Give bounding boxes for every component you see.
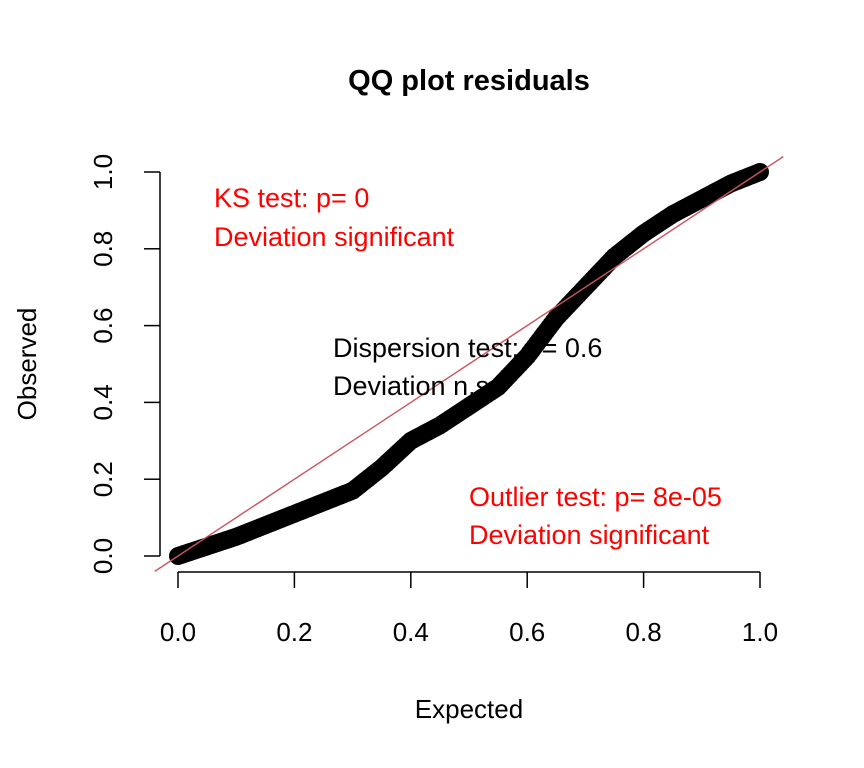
dispersion-test-label: Dispersion test: p= 0.6 (333, 333, 602, 363)
y-tick-label: 0.4 (88, 384, 118, 420)
y-tick-label: 0.6 (88, 308, 118, 344)
x-tick-label: 1.0 (742, 617, 778, 647)
x-tick-label: 0.8 (626, 617, 662, 647)
dispersion-test-deviation: Deviation n.s. (333, 371, 497, 401)
x-tick-label: 0.6 (509, 617, 545, 647)
y-axis-title: Observed (12, 308, 42, 421)
outlier-test-deviation: Deviation significant (469, 520, 710, 550)
y-tick-label: 0.0 (88, 538, 118, 574)
points-layer (169, 163, 769, 565)
outlier-test-label: Outlier test: p= 8e-05 (469, 482, 722, 512)
reference-line (154, 156, 784, 572)
x-axis-title: Expected (415, 694, 523, 724)
y-axis: 0.0 0.2 0.4 0.6 0.8 1.0 (88, 154, 161, 574)
x-tick-label: 0.4 (393, 617, 429, 647)
y-tick-label: 0.8 (88, 231, 118, 267)
x-tick-label: 0.0 (160, 617, 196, 647)
y-tick-label: 0.2 (88, 461, 118, 497)
chart-title: QQ plot residuals (348, 65, 590, 97)
x-tick-label: 0.2 (276, 617, 312, 647)
ks-test-deviation: Deviation significant (214, 222, 455, 252)
ks-test-label: KS test: p= 0 (214, 183, 369, 213)
x-axis: 0.0 0.2 0.4 0.6 0.8 1.0 (160, 571, 778, 647)
y-tick-label: 1.0 (88, 154, 118, 190)
